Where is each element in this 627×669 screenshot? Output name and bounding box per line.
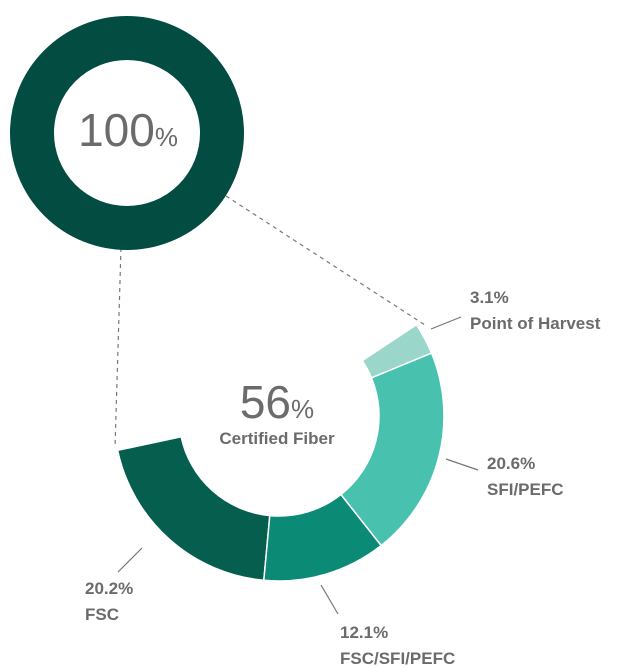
ring-value: 100 [78,104,155,156]
unit: % [291,394,314,424]
value-label: 20.2% [85,579,133,598]
connector [114,247,122,449]
value-label: 12.1% [340,623,388,642]
leader-line [445,458,479,471]
connector [225,195,426,326]
leader-line [117,547,143,573]
category-label: FSC [85,605,119,624]
donut-segment [361,323,433,379]
ring-center: 100% [78,104,178,156]
donut-center: 56% [240,376,314,428]
donut-total: 56 [240,376,291,428]
category-label: SFI/PEFC [487,480,564,499]
ring [10,16,244,250]
donut-segment [116,435,271,582]
leader-line [320,584,339,615]
value-label: 3.1% [470,288,509,307]
value-label: 20.6% [487,454,535,473]
donut-center-label: Certified Fiber [219,429,335,448]
leader-line [430,316,462,330]
category-label: Point of Harvest [470,314,601,333]
unit: % [155,122,178,152]
category-label: FSC/SFI/PEFC [340,649,455,668]
